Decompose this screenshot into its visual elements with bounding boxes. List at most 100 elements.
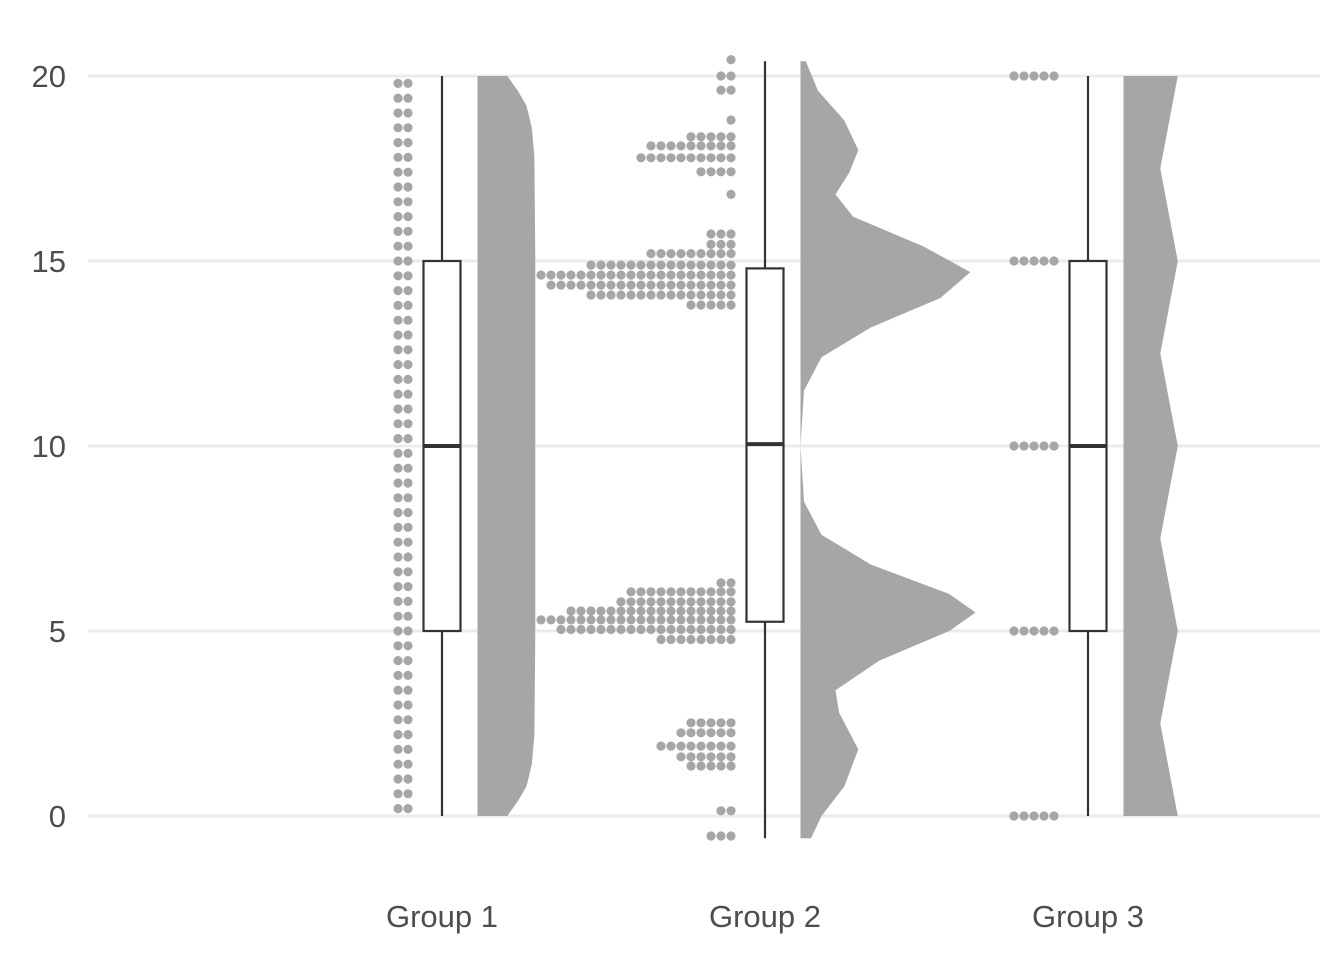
- data-dot: [666, 615, 676, 625]
- data-dot: [586, 280, 596, 290]
- data-dot: [686, 615, 696, 625]
- data-dot: [666, 597, 676, 607]
- data-dot: [403, 552, 413, 562]
- data-dot: [696, 141, 706, 151]
- group-2: [536, 55, 976, 841]
- data-dot: [1019, 256, 1029, 266]
- data-dot: [726, 831, 736, 841]
- data-dot: [626, 587, 636, 597]
- data-dot: [656, 741, 666, 751]
- data-dot: [1049, 441, 1059, 451]
- data-dot: [716, 634, 726, 645]
- data-dot: [403, 226, 413, 236]
- data-dot: [726, 189, 736, 199]
- data-dot: [726, 132, 736, 142]
- data-dot: [403, 108, 413, 118]
- data-dot: [716, 141, 726, 151]
- data-dot: [696, 280, 706, 290]
- data-dot: [403, 93, 413, 103]
- data-dot: [726, 752, 736, 762]
- data-dot: [393, 537, 403, 547]
- data-dot: [716, 728, 726, 738]
- data-dot: [696, 634, 706, 645]
- data-dot: [556, 624, 566, 635]
- data-dot: [636, 153, 646, 163]
- data-dot: [656, 153, 666, 163]
- data-dot: [403, 374, 413, 384]
- data-dot: [706, 752, 716, 762]
- data-dot: [393, 330, 403, 340]
- data-dot: [403, 389, 413, 399]
- data-dot: [393, 197, 403, 207]
- data-dot: [706, 260, 716, 270]
- data-dot: [646, 260, 656, 270]
- data-dot: [656, 606, 666, 616]
- data-dot: [716, 615, 726, 625]
- data-dot: [403, 167, 413, 177]
- data-dot: [716, 597, 726, 607]
- data-dot: [726, 71, 736, 81]
- data-dot: [393, 78, 403, 88]
- y-tick-label: 10: [32, 429, 66, 464]
- data-dot: [393, 804, 403, 814]
- data-dot: [666, 270, 676, 280]
- density-curve: [1123, 76, 1178, 816]
- data-dot: [726, 141, 736, 151]
- data-dot: [716, 239, 726, 249]
- data-dot: [666, 290, 676, 300]
- data-dot: [393, 226, 403, 236]
- data-dot: [726, 578, 736, 588]
- data-dot: [646, 280, 656, 290]
- data-dot: [726, 300, 736, 310]
- y-axis-ticks: 0 5 10 15 20: [32, 59, 66, 834]
- data-dot: [393, 345, 403, 355]
- data-dot: [403, 774, 413, 784]
- data-dot: [1009, 256, 1019, 266]
- data-dot: [403, 300, 413, 310]
- data-dot: [706, 229, 716, 239]
- data-dot: [716, 831, 726, 841]
- data-dot: [676, 587, 686, 597]
- data-dot: [716, 578, 726, 588]
- data-dot: [403, 567, 413, 577]
- data-dot: [696, 587, 706, 597]
- data-dot: [393, 478, 403, 488]
- data-dot: [696, 597, 706, 607]
- data-dot: [393, 670, 403, 681]
- data-dot: [716, 761, 726, 771]
- data-dot: [586, 606, 596, 616]
- data-dot: [393, 360, 403, 370]
- data-dot: [706, 615, 716, 625]
- data-dot: [716, 300, 726, 310]
- data-dot: [393, 404, 403, 414]
- data-dot: [403, 256, 413, 266]
- data-dot: [646, 615, 656, 625]
- data-dot: [696, 752, 706, 762]
- density-curve: [800, 61, 976, 839]
- data-dot: [403, 478, 413, 488]
- data-dot: [686, 728, 696, 738]
- data-dot: [393, 271, 403, 281]
- data-dot: [393, 389, 403, 399]
- data-dot: [716, 290, 726, 300]
- group-3: [1009, 71, 1178, 821]
- data-dot: [1049, 256, 1059, 266]
- data-dot: [726, 260, 736, 270]
- data-dot: [403, 804, 413, 814]
- data-dot: [696, 132, 706, 142]
- data-dot: [696, 615, 706, 625]
- data-dot: [403, 123, 413, 133]
- data-dot: [393, 789, 403, 799]
- data-dot: [576, 615, 586, 625]
- data-dot: [1039, 441, 1049, 451]
- data-dot: [606, 615, 616, 625]
- data-dot: [403, 271, 413, 281]
- data-dot: [686, 260, 696, 270]
- data-dot: [636, 587, 646, 597]
- data-dot: [403, 404, 413, 414]
- data-dot: [666, 260, 676, 270]
- data-dot: [696, 728, 706, 738]
- data-dot: [403, 759, 413, 769]
- data-dot: [726, 239, 736, 249]
- data-dot: [566, 624, 576, 635]
